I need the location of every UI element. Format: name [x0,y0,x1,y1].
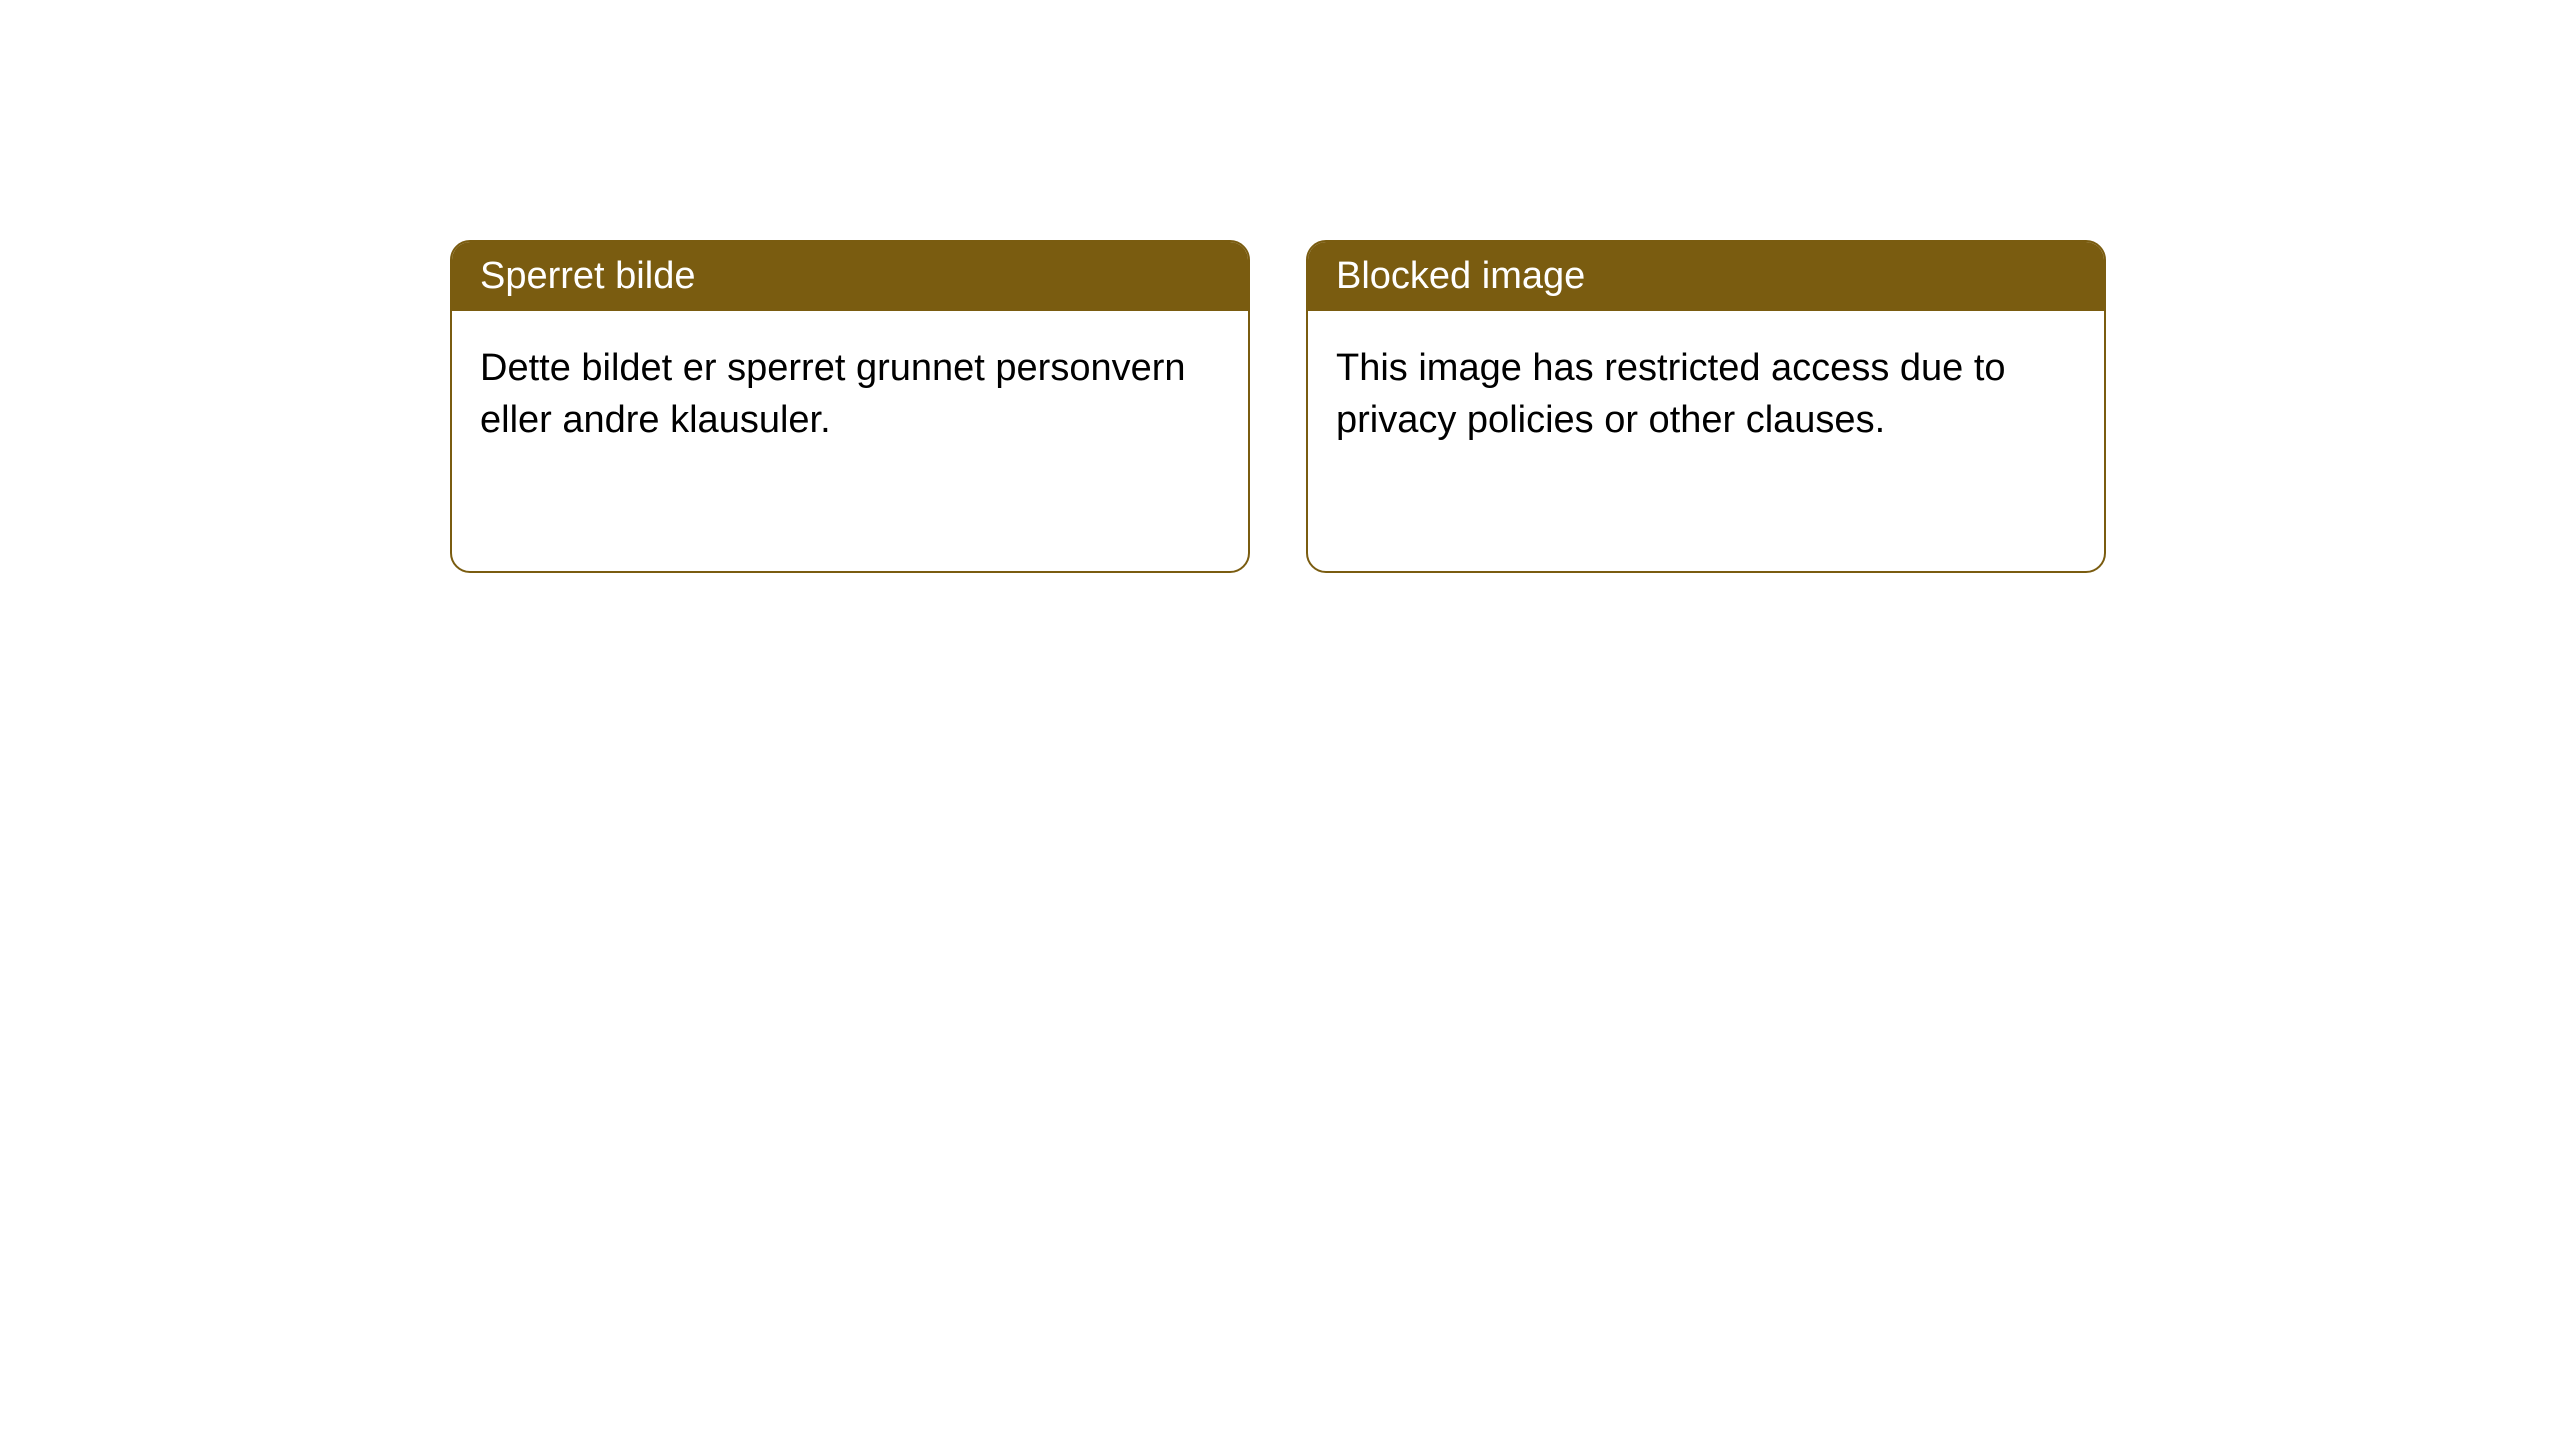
notice-card-body: Dette bildet er sperret grunnet personve… [452,311,1248,478]
notice-card-norwegian: Sperret bilde Dette bildet er sperret gr… [450,240,1250,573]
notice-card-header: Blocked image [1308,242,2104,311]
notice-cards-container: Sperret bilde Dette bildet er sperret gr… [450,240,2106,573]
notice-card-header: Sperret bilde [452,242,1248,311]
notice-card-english: Blocked image This image has restricted … [1306,240,2106,573]
notice-card-body: This image has restricted access due to … [1308,311,2104,478]
